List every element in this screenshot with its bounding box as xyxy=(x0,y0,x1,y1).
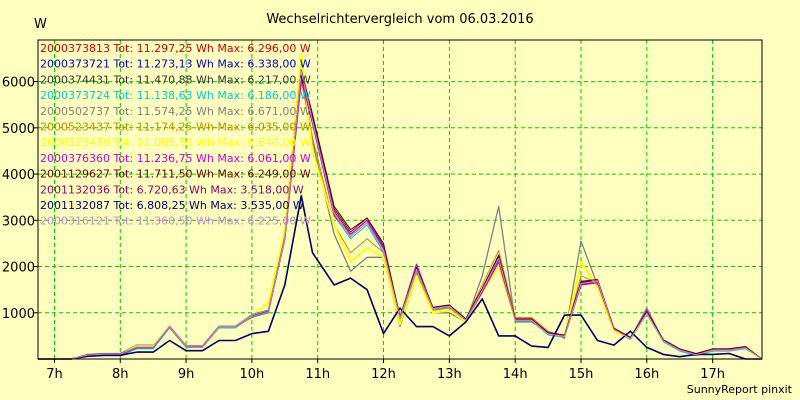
y-tick-label-4: 5000 xyxy=(2,122,35,137)
legend-entry-3: 2000373724 Tot: 11.138,63 Wh Max: 6.186,… xyxy=(40,89,311,102)
legend-entry-2: 2000374431 Tot: 11.470,88 Wh Max: 6.217,… xyxy=(40,73,311,86)
x-tick-label-6: 13h xyxy=(437,367,462,382)
series-line-10 xyxy=(38,194,762,360)
y-axis-ticks: 1000 2000 3000 4000 5000 6000 xyxy=(2,76,38,322)
plot-frame xyxy=(37,39,763,360)
y-tick-label-1: 2000 xyxy=(2,261,35,276)
legend-entry-0: 2000373813 Tot: 11.297,25 Wh Max: 6.296,… xyxy=(40,42,311,55)
legend-entry-1: 2000373721 Tot: 11.273,13 Wh Max: 6.338,… xyxy=(40,58,311,71)
series-lines xyxy=(38,53,763,360)
y-tick-label-0: 1000 xyxy=(2,307,35,322)
x-tick-label-8: 15h xyxy=(569,367,594,382)
chart-credit: SunnyReport pinxit xyxy=(687,383,793,396)
x-axis-ticks: 7h 8h 9h 10h 11h 12h 13h 14h 15h 16h 17h xyxy=(46,359,725,382)
legend-entry-6: 2000523439 Tot: 11.085,50 Wh Max: 6.640,… xyxy=(40,136,311,149)
series-line-11 xyxy=(38,70,763,360)
x-tick-label-9: 16h xyxy=(634,367,659,382)
x-tick-label-3: 10h xyxy=(240,367,265,382)
y-tick-label-5: 6000 xyxy=(2,76,35,91)
legend: 2000373813 Tot: 11.297,25 Wh Max: 6.296,… xyxy=(40,42,311,228)
legend-entry-9: 2001132036 Tot: 6.720,63 Wh Max: 3.518,0… xyxy=(40,183,304,196)
y-tick-label-3: 4000 xyxy=(2,168,35,183)
legend-entry-11: 2000316121 Tot: 11.360,50 Wh Max: 6.225,… xyxy=(40,215,311,228)
x-tick-label-7: 14h xyxy=(503,367,528,382)
chart-title: Wechselrichtervergleich vom 06.03.2016 xyxy=(266,12,533,27)
legend-entry-8: 2001129627 Tot: 11.711,50 Wh Max: 6.249,… xyxy=(40,168,311,181)
x-tick-label-10: 17h xyxy=(700,367,725,382)
legend-entry-10: 2001132087 Tot: 6.808,25 Wh Max: 3.535,0… xyxy=(40,199,304,212)
x-tick-label-1: 8h xyxy=(112,367,129,382)
legend-entry-4: 2000502737 Tot: 11.574,25 Wh Max: 6.671,… xyxy=(40,105,311,118)
x-tick-label-4: 11h xyxy=(305,367,330,382)
legend-entry-7: 2000376360 Tot: 11.236,75 Wh Max: 6.061,… xyxy=(40,152,311,165)
x-tick-label-5: 12h xyxy=(371,367,396,382)
y-tick-label-2: 3000 xyxy=(2,214,35,229)
x-tick-label-2: 9h xyxy=(178,367,195,382)
gridlines xyxy=(38,40,762,359)
legend-entry-5: 2000523437 Tot: 11.174,25 Wh Max: 6.035,… xyxy=(40,121,311,134)
x-tick-label-0: 7h xyxy=(46,367,63,382)
y-axis-unit: W xyxy=(34,17,47,32)
